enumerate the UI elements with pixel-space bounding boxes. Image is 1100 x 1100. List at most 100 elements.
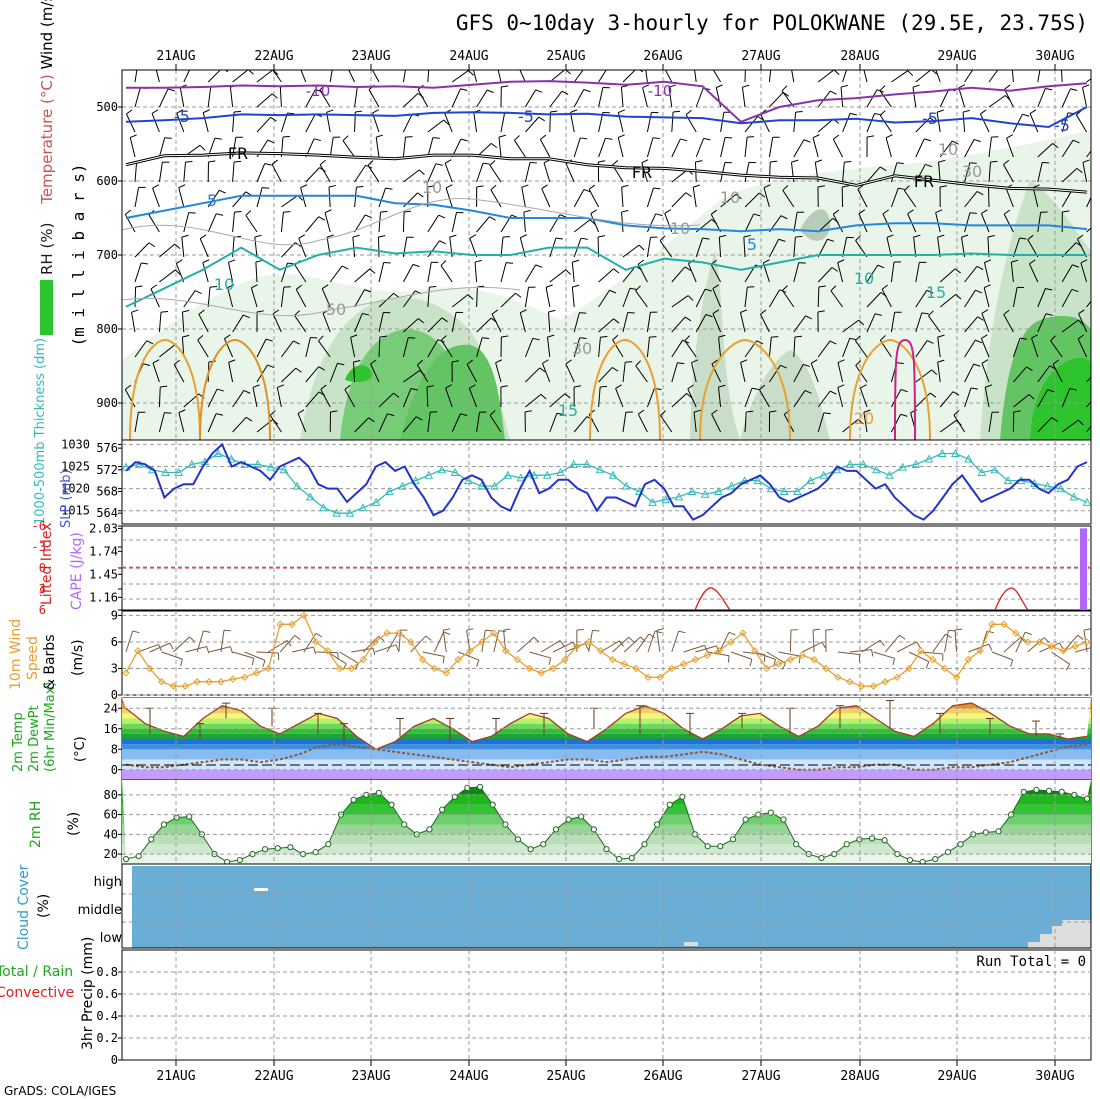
wind-barb-flag [1003,159,1010,165]
wind-barb-flag [152,359,160,364]
wind-barb-flag [718,384,726,388]
wind-barb-shaft [539,139,551,158]
wind-barb-flag [898,187,906,190]
wind-barb-flag [460,88,468,92]
wind-barb-shaft [964,339,976,358]
wind-barb-shaft [671,295,689,308]
surface-wind-barb-flag [286,640,292,647]
precip-grid [122,950,1091,1060]
wind-barb-flag [234,160,242,163]
rh-marker [793,841,800,848]
wind-speed-marker [276,620,284,628]
wind-barb-shaft [305,216,320,233]
wind-barb-flag [612,334,619,341]
slp-axis-label: SLP (mb) [59,469,74,528]
temperature-band [122,739,1091,745]
rh-marker [426,826,433,833]
wind-barb-shaft [378,336,381,358]
surface-wind-barb [671,630,680,653]
wind-barb-shaft [1004,88,1014,108]
wind-barb-shaft [744,162,750,183]
wind-barb-shaft [646,337,650,358]
wind-speed-marker [786,655,795,664]
wind-barb-flag [545,284,553,288]
wind-barb-shaft [1037,143,1053,158]
wind-barb-flag [598,160,606,163]
wind-barb-shaft [886,237,892,258]
precip-legend-line1: Total / Rain [0,964,73,980]
wind-barb-shaft [403,169,420,183]
wind-barb-flag [1052,143,1059,149]
wind-barb-shaft [565,363,575,383]
rh-marker [856,836,863,843]
wind-barb-shaft [891,70,909,83]
wind-speed-marker [418,655,427,664]
surface-wind-barb-flag [656,628,664,631]
surface-wind-barb-flag [988,643,993,651]
wind-barb-flag [449,234,457,238]
wind-barb-flag [598,235,606,238]
wind-barb-flag [476,185,484,188]
wind-barb-flag [175,269,181,276]
wind-barb-shaft [279,87,282,108]
wind-barb-flag [763,259,770,264]
wind-barb-flag [912,84,920,88]
axis-tick-label: 1025 [61,460,90,474]
date-label: 28AUG [840,49,879,64]
wind-barb-shaft [1077,338,1088,358]
rh-marker [135,852,142,860]
thickness-marker [477,481,486,490]
wind-barb-flag [684,335,691,341]
wind-barb-flag [985,384,992,388]
isotherm-5 [125,194,1088,233]
rh-marker [148,836,155,843]
wind-barb-shaft [793,390,806,408]
wind-barb-flag [178,184,186,189]
wind-barb-shaft [371,70,380,83]
wind-barb-shaft [620,87,624,108]
date-label: 26AUG [643,49,682,64]
slp-thickness-panel: 564 568 572 576 1015 1020 1025 1030 1000-500mb… [33,338,1092,528]
rh-marker [679,793,686,800]
surface-wind-barb [1062,634,1078,653]
wind-barb-shaft [915,340,928,358]
wind-barb-flag [900,413,908,417]
surface-wind-barb [1027,637,1045,653]
wind-barb-flag [791,159,799,163]
wind-barb-shaft [403,370,421,383]
wind-barb-flag [164,412,172,414]
wind-barb-shaft [964,387,972,408]
wind-barb-shaft [915,392,931,408]
wind-barb-shaft [427,287,430,308]
wind-barb-flag [952,140,959,145]
rh-marker [375,789,382,796]
wind-barb-flag [1031,334,1038,339]
surface-wind-barb [339,651,359,664]
wind-barb-shaft [964,265,978,283]
wind-label-line3: & Barbs [42,635,58,691]
wind-barb-flag [356,186,364,188]
wind-barb-shaft [758,389,770,408]
wind-barb-flag [929,392,937,398]
wind-barb-shaft [692,187,697,208]
wind-barb-flag [243,390,251,394]
wind-barb-shaft [474,262,478,283]
wind-barb-shaft [545,287,551,308]
wind-barb-shaft [715,87,722,108]
date-label: 26AUG [643,1069,682,1084]
cloud-unit-label: (%) [36,894,52,918]
wind-barb-shaft [637,413,648,433]
wind-barb-shaft [571,287,575,308]
wind-speed-marker [525,664,534,673]
wind-barb-shaft [495,362,502,383]
wind-barb-flag [981,209,988,214]
wind-barb-flag [460,138,468,142]
wind-barb-flag [664,209,672,214]
wind-barb-shaft [744,388,753,408]
wind-barb-shaft [840,87,844,108]
rh-marker [122,855,130,863]
temperature-band [122,744,1091,750]
wind-barb-flag [491,309,499,315]
surface-wind-barb-flag [180,659,183,667]
rh-marker [565,816,572,823]
